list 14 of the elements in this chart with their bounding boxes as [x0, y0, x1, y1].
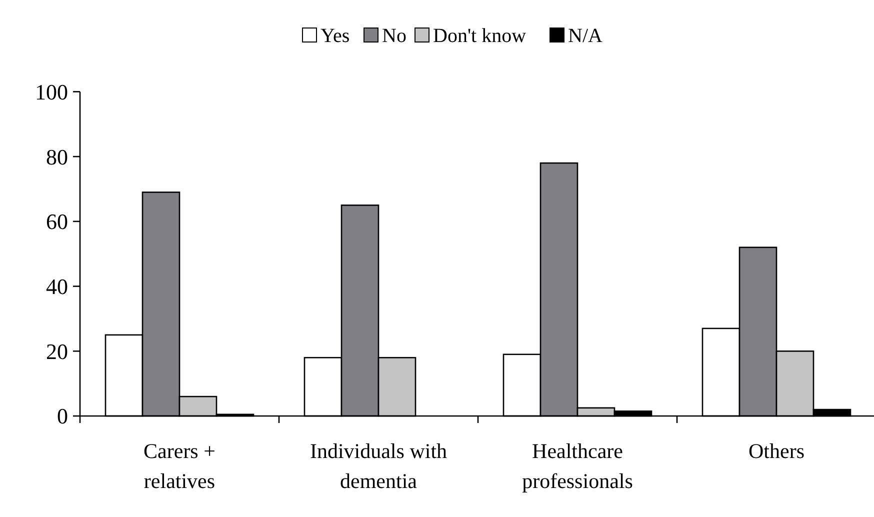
legend-label: N/A [568, 25, 603, 47]
x-tick-label: Healthcare professionals [522, 439, 633, 493]
y-tick-label: 0 [57, 404, 68, 429]
x-tick-label: Others [748, 439, 804, 463]
y-tick-label: 80 [46, 144, 68, 170]
y-tick-label: 40 [46, 274, 68, 299]
legend-label: No [382, 25, 406, 47]
legend-label: Yes [320, 25, 350, 47]
y-tick-label: 60 [46, 209, 68, 234]
y-tick-label: 100 [35, 79, 68, 104]
y-tick-label: 20 [46, 338, 68, 364]
x-tick-label: Individuals with dementia [310, 439, 448, 493]
legend-label: Don't know [433, 25, 527, 47]
x-tick-label: Carers + relatives [144, 439, 216, 493]
